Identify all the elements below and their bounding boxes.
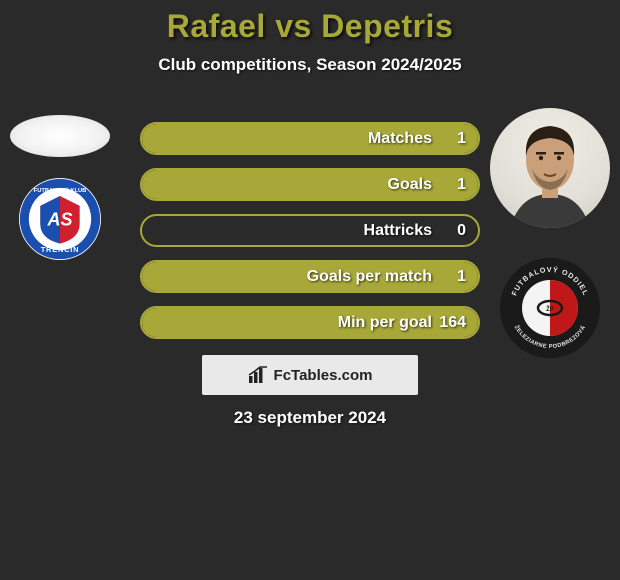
player-left-placeholder: [10, 115, 110, 157]
badge-top-text: FUTBALOVÝ KLUB: [34, 187, 87, 194]
stat-label: Goals: [142, 176, 438, 194]
stat-label: Goals per match: [142, 268, 438, 286]
stat-label: Min per goal: [142, 314, 438, 332]
subtitle: Club competitions, Season 2024/2025: [0, 55, 620, 75]
player-right-photo: [490, 108, 610, 228]
date-text: 23 september 2024: [0, 408, 620, 428]
brand-logo: FcTables.com: [248, 366, 373, 384]
stat-value: 0: [457, 222, 466, 240]
stat-row-goals: Goals 1: [140, 168, 480, 201]
stat-label: Matches: [142, 130, 438, 148]
stat-bars: Matches 1 Goals 1 Hattricks 0 Goals per …: [140, 122, 480, 352]
club-badge-right: FUTBALOVÝ ODDIEL ŽELEZIARNE PODBREZOVÁ Ž…: [500, 258, 600, 358]
stat-value: 164: [439, 314, 466, 332]
stat-row-hattricks: Hattricks 0: [140, 214, 480, 247]
svg-text:ŽP: ŽP: [546, 305, 554, 313]
stat-row-goals-per-match: Goals per match 1: [140, 260, 480, 293]
stat-value: 1: [457, 268, 466, 286]
stat-row-matches: Matches 1: [140, 122, 480, 155]
bars-icon: [248, 366, 270, 384]
club-badge-left: FUTBALOVÝ KLUB TRENČÍN AS: [19, 178, 101, 260]
stat-value: 1: [457, 176, 466, 194]
page-title: Rafael vs Depetris: [0, 0, 620, 45]
brand-text: FcTables.com: [274, 367, 373, 384]
stat-label: Hattricks: [142, 222, 438, 240]
brand-box: FcTables.com: [202, 355, 418, 395]
badge-bottom-text: TRENČÍN: [41, 245, 80, 254]
stat-value: 1: [457, 130, 466, 148]
stat-row-min-per-goal: Min per goal 164: [140, 306, 480, 339]
badge-center-text: AS: [46, 210, 72, 230]
